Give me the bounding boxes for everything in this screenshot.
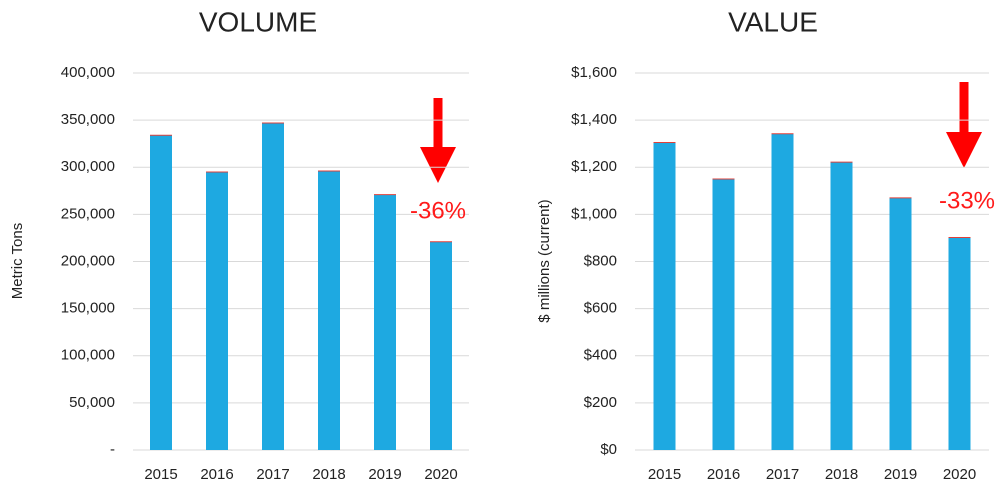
x-tick-label: 2020 bbox=[424, 466, 457, 483]
y-tick-label: 250,000 bbox=[61, 205, 115, 222]
x-tick-label: 2018 bbox=[825, 466, 858, 483]
bar bbox=[771, 133, 794, 450]
bar bbox=[262, 122, 284, 450]
x-tick-label: 2015 bbox=[144, 466, 177, 483]
bar bbox=[948, 237, 971, 450]
y-tick-label: $1,400 bbox=[571, 111, 617, 128]
bar bbox=[653, 142, 676, 450]
x-tick-label: 2020 bbox=[943, 466, 976, 483]
bar bbox=[430, 241, 452, 450]
y-tick-label: 300,000 bbox=[61, 158, 115, 175]
chart-title: VOLUME bbox=[199, 6, 317, 37]
y-tick-label: $0 bbox=[600, 441, 617, 458]
y-tick-label: 100,000 bbox=[61, 347, 115, 364]
bar bbox=[206, 171, 228, 450]
y-tick-label: - bbox=[110, 441, 115, 458]
x-tick-label: 2019 bbox=[368, 466, 401, 483]
y-axis-label: $ millions (current) bbox=[536, 199, 553, 322]
y-tick-label: $1,600 bbox=[571, 64, 617, 81]
y-tick-label: 200,000 bbox=[61, 252, 115, 269]
x-tick-label: 2019 bbox=[884, 466, 917, 483]
x-tick-label: 2016 bbox=[200, 466, 233, 483]
chart-title: VALUE bbox=[728, 6, 818, 37]
x-tick-label: 2016 bbox=[707, 466, 740, 483]
bar bbox=[830, 162, 853, 450]
x-tick-label: 2017 bbox=[766, 466, 799, 483]
bar bbox=[712, 179, 735, 450]
annotation: -33% bbox=[939, 187, 995, 214]
y-tick-label: 150,000 bbox=[61, 300, 115, 317]
bar bbox=[374, 194, 396, 450]
y-tick-label: 350,000 bbox=[61, 111, 115, 128]
x-tick-label: 2017 bbox=[256, 466, 289, 483]
x-tick-label: 2018 bbox=[312, 466, 345, 483]
y-tick-label: $800 bbox=[584, 252, 617, 269]
y-tick-label: $1,000 bbox=[571, 205, 617, 222]
bar bbox=[318, 171, 340, 450]
bar bbox=[150, 135, 172, 450]
y-axis-label: Metric Tons bbox=[9, 223, 26, 299]
y-tick-label: 50,000 bbox=[69, 394, 115, 411]
y-tick-label: $400 bbox=[584, 347, 617, 364]
x-tick-label: 2015 bbox=[648, 466, 681, 483]
y-tick-label: $600 bbox=[584, 300, 617, 317]
y-tick-label: 400,000 bbox=[61, 64, 115, 81]
annotation: -36% bbox=[410, 197, 466, 224]
y-tick-label: $1,200 bbox=[571, 158, 617, 175]
y-tick-label: $200 bbox=[584, 394, 617, 411]
bar bbox=[889, 197, 912, 450]
